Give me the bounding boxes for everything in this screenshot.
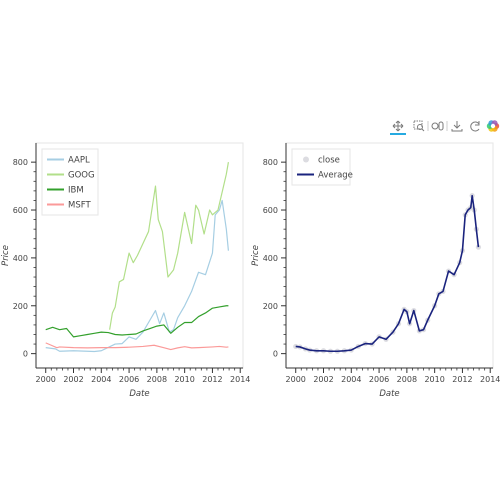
x-tick-label: 2008	[147, 375, 167, 384]
wheel-zoom-tool[interactable]	[431, 121, 444, 131]
legend-label-average: Average	[318, 171, 353, 181]
series-line-goog	[109, 162, 230, 330]
legend-label-close: close	[318, 156, 340, 166]
x-tick-label: 2010	[424, 375, 444, 384]
y-tick-label: 400	[13, 254, 28, 263]
box-zoom-icon	[413, 120, 425, 132]
pan-tool[interactable]	[390, 120, 406, 135]
legend-label-ibm: IBM	[68, 186, 84, 196]
x-tick-label: 2010	[174, 375, 194, 384]
left-plot-panel[interactable]: 2000 2002 2004 2006 2008 2010 2012 2014 0 200 400 6…	[1, 142, 250, 399]
x-tick-label: 2008	[397, 375, 417, 384]
y-axis-label: Price	[1, 245, 11, 266]
x-tick-label: 2002	[63, 375, 83, 384]
reset-tool[interactable]	[470, 121, 480, 132]
x-tick-label: 2004	[341, 375, 361, 384]
x-tick-label: 2000	[286, 375, 306, 384]
x-tick-label: 2004	[91, 375, 111, 384]
y-tick-label: 400	[263, 254, 278, 263]
y-tick-label: 800	[263, 158, 278, 167]
bokeh-logo[interactable]	[486, 120, 500, 132]
legend-label-aapl: AAPL	[68, 156, 90, 166]
legend-swatch-close	[303, 156, 309, 163]
legend: AAPL GOOG IBM MSFT	[41, 148, 99, 216]
x-tick-label: 2012	[452, 375, 472, 384]
series-line-msft	[45, 342, 229, 351]
x-axis-label: Date	[129, 389, 149, 399]
plot-data	[45, 162, 230, 353]
series-line-ibm	[45, 305, 229, 338]
y-tick-label: 200	[263, 302, 278, 311]
y-tick-label: 0	[273, 350, 278, 359]
x-axis-label: Date	[379, 389, 399, 399]
y-tick-label: 600	[263, 206, 278, 215]
legend-box	[291, 148, 351, 186]
legend: close Average	[291, 148, 353, 186]
toolbar	[390, 120, 500, 135]
y-tick-label: 200	[13, 302, 28, 311]
series-line-average	[295, 194, 480, 353]
bokeh-logo-icon	[486, 120, 500, 132]
x-tick-label: 2000	[36, 375, 56, 384]
plot-data	[293, 193, 482, 354]
pan-arrows-icon	[392, 120, 404, 132]
x-tick-label: 2012	[202, 375, 222, 384]
y-tick-label: 600	[13, 206, 28, 215]
reset-icon	[470, 121, 480, 132]
y-axis-label: Price	[251, 245, 261, 266]
x-tick-label: 2006	[119, 375, 139, 384]
x-tick-label: 2014	[230, 375, 250, 384]
legend-label-msft: MSFT	[68, 201, 91, 211]
legend-label-goog: GOOG	[68, 171, 95, 181]
box-zoom-tool[interactable]	[413, 120, 425, 132]
y-tick-label: 0	[23, 350, 28, 359]
series-line-aapl	[45, 199, 230, 353]
x-tick-label: 2014	[480, 375, 500, 384]
right-plot-panel[interactable]: 2000 2002 2004 2006 2008 2010 2012 2014 0 200 400 6…	[251, 142, 500, 399]
y-tick-label: 800	[13, 158, 28, 167]
x-tick-label: 2002	[313, 375, 333, 384]
save-download-icon	[451, 121, 463, 132]
save-tool[interactable]	[451, 121, 463, 132]
x-tick-label: 2006	[369, 375, 389, 384]
wheel-zoom-icon	[431, 121, 444, 131]
